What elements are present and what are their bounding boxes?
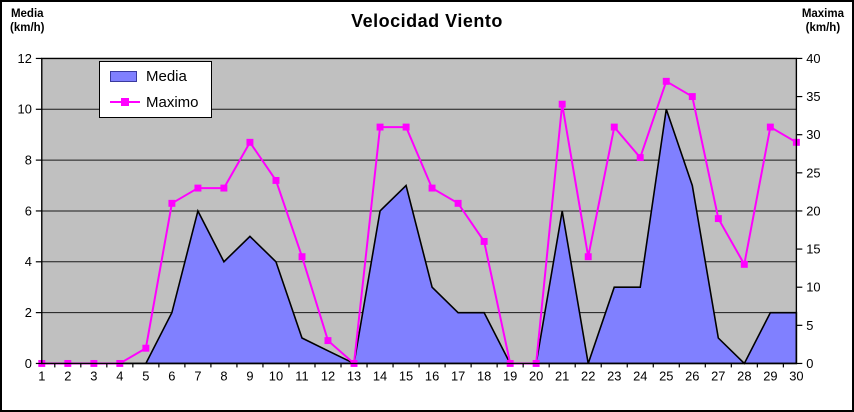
svg-text:19: 19 [503,368,517,383]
chart-legend: Media Maximo [99,61,212,118]
legend-label-maximo: Maximo [146,93,199,111]
svg-text:15: 15 [399,368,413,383]
chart-title: Velocidad Viento [351,11,503,31]
svg-text:6: 6 [168,368,175,383]
svg-text:22: 22 [581,368,595,383]
svg-text:11: 11 [295,368,308,383]
svg-text:8: 8 [220,368,227,383]
svg-text:28: 28 [737,368,751,383]
svg-text:26: 26 [685,368,699,383]
svg-text:20: 20 [529,368,543,383]
svg-text:14: 14 [373,368,387,383]
svg-text:25: 25 [659,368,673,383]
svg-text:23: 23 [607,368,621,383]
svg-text:7: 7 [194,368,201,383]
svg-text:0: 0 [806,356,813,371]
legend-item-maximo: Maximo [110,91,211,113]
svg-text:17: 17 [451,368,465,383]
svg-text:8: 8 [25,153,32,168]
media-area-swatch-icon [110,71,146,83]
svg-text:18: 18 [477,368,491,383]
svg-text:10: 10 [18,102,32,117]
svg-text:24: 24 [633,368,647,383]
svg-text:40: 40 [806,51,820,66]
svg-text:16: 16 [425,368,439,383]
svg-text:20: 20 [806,203,820,218]
svg-text:12: 12 [18,51,32,66]
svg-text:27: 27 [711,368,725,383]
svg-text:21: 21 [555,368,569,383]
svg-text:13: 13 [347,368,361,383]
svg-text:2: 2 [64,368,71,383]
svg-text:5: 5 [806,318,813,333]
svg-text:30: 30 [789,368,803,383]
svg-text:0: 0 [25,356,32,371]
svg-text:2: 2 [25,305,32,320]
svg-text:9: 9 [246,368,253,383]
svg-text:3: 3 [90,368,97,383]
svg-text:10: 10 [269,368,283,383]
svg-text:4: 4 [116,368,123,383]
left-axis-title: Media (km/h) [10,8,45,34]
svg-text:10: 10 [806,280,820,295]
svg-text:1: 1 [38,368,45,383]
svg-text:12: 12 [321,368,335,383]
svg-text:25: 25 [806,165,820,180]
svg-text:35: 35 [806,89,820,104]
legend-label-media: Media [146,68,187,86]
svg-text:6: 6 [25,203,32,218]
svg-text:15: 15 [806,242,820,257]
svg-text:4: 4 [25,254,32,269]
maximo-line-marker-swatch-icon [110,98,146,107]
svg-text:5: 5 [142,368,149,383]
svg-text:30: 30 [806,127,820,142]
svg-text:29: 29 [763,368,777,383]
legend-item-media: Media [110,66,211,88]
right-axis-title: Maxima (km/h) [801,8,844,34]
